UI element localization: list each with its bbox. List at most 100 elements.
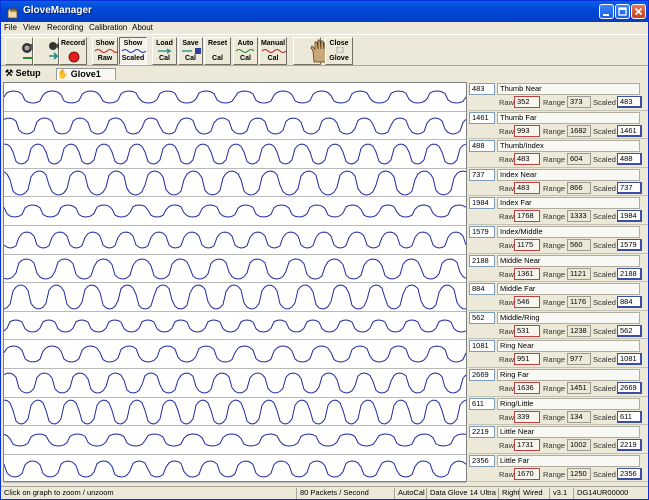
close-button[interactable] — [631, 4, 646, 19]
range-value[interactable]: 1121 — [567, 267, 591, 280]
maximize-button[interactable] — [615, 4, 630, 19]
sensor-graph-lane[interactable] — [4, 169, 466, 198]
sensor-name: Middle Near — [497, 254, 640, 267]
sensor-graph-lane[interactable] — [4, 255, 466, 284]
raw-value[interactable]: 546 — [514, 296, 540, 309]
scaled-value[interactable]: 2188 — [617, 267, 642, 280]
show-raw-button[interactable]: Show Raw — [92, 37, 118, 65]
record-button[interactable]: Record — [59, 37, 87, 65]
range-value[interactable]: 560 — [567, 239, 591, 251]
menu-recording[interactable]: Recording — [47, 23, 84, 32]
sensor-graph-lane[interactable] — [4, 369, 466, 398]
raw-value[interactable]: 1636 — [514, 382, 540, 394]
range-value[interactable]: 1451 — [567, 382, 591, 394]
scaled-value[interactable]: 611 — [617, 410, 642, 423]
scaled-value[interactable]: 884 — [617, 296, 642, 309]
connect-glove-button[interactable] — [5, 37, 42, 65]
sensor-trace — [4, 143, 466, 165]
sensor-name: Index Far — [497, 197, 640, 210]
title-bar[interactable]: GloveManager — [1, 1, 648, 22]
sensor-graphs[interactable] — [3, 82, 467, 484]
sensor-graph-lane[interactable] — [4, 283, 466, 312]
load-cal-button[interactable]: Load Cal — [152, 37, 177, 65]
raw-value[interactable]: 1731 — [514, 439, 540, 452]
save-data-button[interactable] — [33, 37, 68, 65]
scaled-value[interactable]: 1984 — [617, 210, 642, 223]
range-value[interactable]: 1238 — [567, 324, 591, 337]
status-hand: Right — [498, 488, 519, 499]
raw-value[interactable]: 1670 — [514, 467, 540, 480]
close-glove-button[interactable]: Close Glove — [325, 37, 353, 65]
sensor-graph-lane[interactable] — [4, 455, 466, 484]
range-value[interactable]: 1682 — [567, 124, 591, 137]
menu-calibration[interactable]: Calibration — [89, 23, 128, 32]
tab-strip: ⚒ Setup ✋ Glove1 — [1, 67, 648, 80]
sensor-graph-lane[interactable] — [4, 312, 466, 341]
sensor-current-value: 737 — [469, 168, 495, 181]
scaled-value[interactable]: 737 — [617, 181, 642, 194]
raw-value[interactable]: 339 — [514, 410, 540, 423]
menu-file[interactable]: File — [4, 23, 17, 32]
range-value[interactable]: 134 — [567, 410, 591, 423]
scaled-value[interactable]: 488 — [617, 153, 642, 166]
sensor-trace — [4, 90, 466, 104]
raw-label: Raw — [499, 384, 515, 393]
scaled-value[interactable]: 1461 — [617, 124, 642, 137]
range-value[interactable]: 977 — [567, 353, 591, 366]
auto-cal-button[interactable]: Auto Cal — [233, 37, 258, 65]
range-value[interactable]: 1333 — [567, 210, 591, 223]
raw-label: Raw — [499, 269, 515, 279]
show-scaled-button[interactable]: Show Scaled — [119, 37, 147, 65]
scaled-value[interactable]: 2356 — [617, 467, 642, 480]
tab-glove1[interactable]: ✋ Glove1 — [56, 68, 116, 80]
sensor-name: Thumb/Index — [497, 140, 640, 153]
menu-about[interactable]: About — [132, 23, 153, 32]
tab-setup[interactable]: ⚒ Setup — [5, 68, 51, 80]
auto-cal-label-2: Cal — [240, 55, 251, 62]
sensor-name: Ring Near — [497, 340, 640, 353]
raw-value[interactable]: 483 — [514, 153, 540, 166]
minimize-button[interactable] — [599, 4, 614, 19]
scaled-value[interactable]: 562 — [617, 324, 642, 337]
reset-cal-button[interactable]: Reset Cal — [204, 37, 231, 65]
raw-value[interactable]: 352 — [514, 96, 540, 108]
menu-view[interactable]: View — [23, 23, 41, 32]
raw-value[interactable]: 993 — [514, 124, 540, 137]
manual-cal-button[interactable]: Manual Cal — [259, 37, 287, 65]
raw-value[interactable]: 951 — [514, 353, 540, 366]
range-value[interactable]: 1176 — [567, 296, 591, 309]
scaled-value[interactable]: 483 — [617, 96, 642, 108]
scaled-label: Scaled — [593, 98, 616, 107]
scaled-value[interactable]: 2669 — [617, 382, 642, 394]
sensor-name: Little Far — [497, 454, 640, 467]
glove-view-button[interactable] — [293, 37, 328, 65]
sensor-trace — [4, 204, 466, 218]
scaled-value[interactable]: 2219 — [617, 439, 642, 452]
raw-value[interactable]: 531 — [514, 324, 540, 337]
sensor-graph-lane[interactable] — [4, 340, 466, 369]
raw-value[interactable]: 1361 — [514, 267, 540, 280]
sensor-current-value: 483 — [469, 83, 495, 95]
sensor-graph-lane[interactable] — [4, 197, 466, 226]
save-cal-button[interactable]: Save Cal — [178, 37, 203, 65]
sensor-graph-lane[interactable] — [4, 426, 466, 455]
range-value[interactable]: 1250 — [567, 467, 591, 480]
range-value[interactable]: 373 — [567, 96, 591, 108]
raw-value[interactable]: 1175 — [514, 239, 540, 251]
scaled-value[interactable]: 1579 — [617, 239, 642, 251]
range-label: Range — [543, 384, 566, 393]
range-value[interactable]: 866 — [567, 181, 591, 194]
scaled-value[interactable]: 1081 — [617, 353, 642, 366]
sensor-graph-lane[interactable] — [4, 398, 466, 427]
range-value[interactable]: 1002 — [567, 439, 591, 452]
scaled-label: Scaled — [593, 269, 616, 279]
sensor-graph-lane[interactable] — [4, 226, 466, 255]
raw-value[interactable]: 1768 — [514, 210, 540, 223]
sensor-graph-lane[interactable] — [4, 83, 466, 112]
sensor-graph-lane[interactable] — [4, 140, 466, 169]
raw-value[interactable]: 483 — [514, 181, 540, 194]
sensor-graph-lane[interactable] — [4, 112, 466, 141]
range-value[interactable]: 604 — [567, 153, 591, 166]
sensor-current-value: 884 — [469, 283, 495, 296]
status-autocal: AutoCal — [394, 488, 426, 499]
